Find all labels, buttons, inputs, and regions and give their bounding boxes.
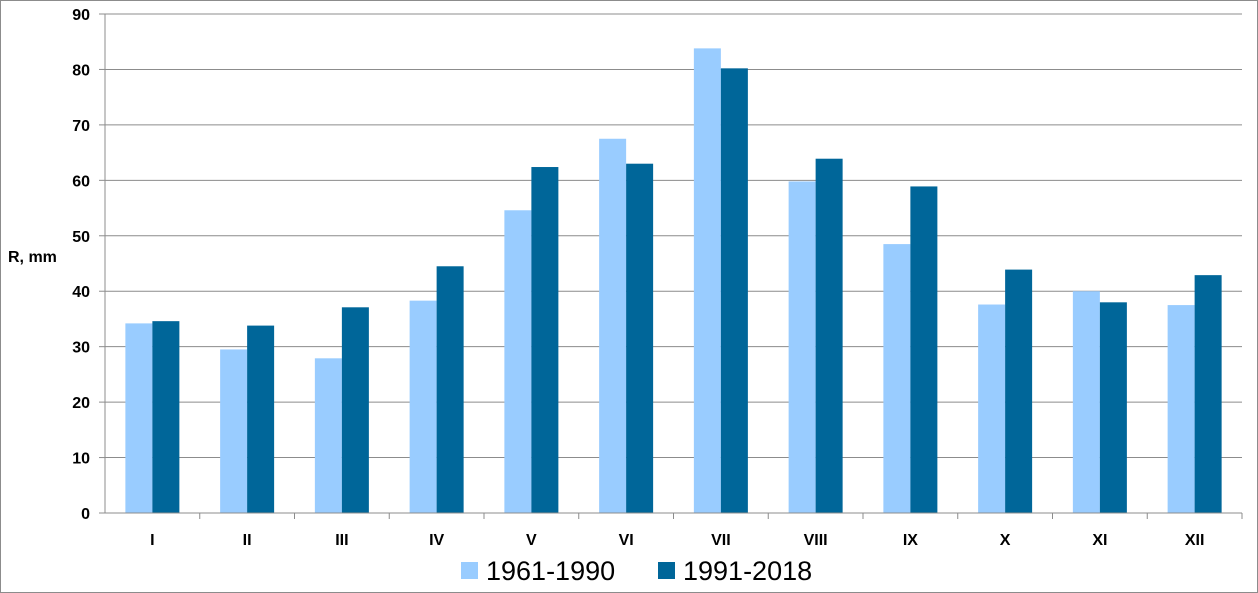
- x-tick-label: I: [150, 532, 154, 549]
- bar-1961-1990-VIII: [788, 181, 816, 514]
- x-tick-label: IV: [429, 532, 444, 549]
- legend-swatch: [461, 562, 478, 579]
- bar-1991-2018-III: [341, 307, 369, 513]
- bar-1991-2018-I: [152, 321, 180, 513]
- gridlines: [105, 13, 1242, 459]
- y-tick-label: 80: [72, 62, 90, 79]
- y-tick-label: 20: [72, 395, 90, 412]
- bar-1961-1990-XI: [1072, 291, 1100, 513]
- y-tick-label: 10: [72, 451, 90, 468]
- y-tick-label: 40: [72, 284, 90, 301]
- y-tick-label: 0: [81, 506, 90, 523]
- bar-1961-1990-IV: [409, 300, 437, 513]
- y-tick-label: 50: [72, 229, 90, 246]
- y-axis-label: R, mm: [8, 249, 57, 266]
- bars: [125, 48, 1222, 514]
- bar-1991-2018-X: [1005, 269, 1033, 513]
- legend-swatch: [658, 562, 675, 579]
- bar-1961-1990-XII: [1167, 305, 1195, 513]
- bar-1961-1990-X: [978, 304, 1006, 513]
- x-tick-label: VII: [711, 532, 731, 549]
- bar-1961-1990-II: [220, 349, 248, 513]
- bar-1991-2018-II: [247, 325, 275, 513]
- y-tick-label: 30: [72, 340, 90, 357]
- x-tick-label: IX: [903, 532, 918, 549]
- bar-1991-2018-IV: [436, 266, 464, 513]
- legend-label: 1961-1990: [486, 556, 615, 586]
- bar-1961-1990-VI: [599, 138, 627, 513]
- y-tick-label: 60: [72, 173, 90, 190]
- bar-1961-1990-III: [314, 358, 342, 513]
- x-tick-label: V: [526, 532, 537, 549]
- y-tick-label: 70: [72, 118, 90, 135]
- x-tick-label: XII: [1185, 532, 1205, 549]
- legend-label: 1991-2018: [683, 556, 812, 586]
- bar-1961-1990-I: [125, 323, 153, 513]
- bar-1991-2018-XI: [1099, 302, 1127, 513]
- bar-1991-2018-VIII: [815, 158, 843, 513]
- bar-1991-2018-VI: [626, 163, 654, 513]
- legend: 1961-1990 1991-2018: [461, 556, 812, 586]
- bar-1961-1990-V: [504, 210, 532, 514]
- y-tick-label: 90: [72, 7, 90, 24]
- x-tick-label: XI: [1092, 532, 1107, 549]
- axes: [99, 13, 1243, 519]
- bar-1991-2018-XII: [1194, 275, 1222, 513]
- bar-1991-2018-VII: [720, 68, 748, 513]
- x-tick-label: X: [1000, 532, 1011, 549]
- bar-1961-1990-IX: [883, 244, 911, 513]
- x-tick-label: VI: [619, 532, 634, 549]
- bar-1991-2018-V: [531, 167, 559, 513]
- x-tick-label: III: [335, 532, 348, 549]
- bar-1991-2018-IX: [910, 186, 938, 513]
- x-tick-label: VIII: [804, 532, 828, 549]
- bar-1961-1990-VII: [693, 48, 721, 514]
- x-tick-label: II: [243, 532, 252, 549]
